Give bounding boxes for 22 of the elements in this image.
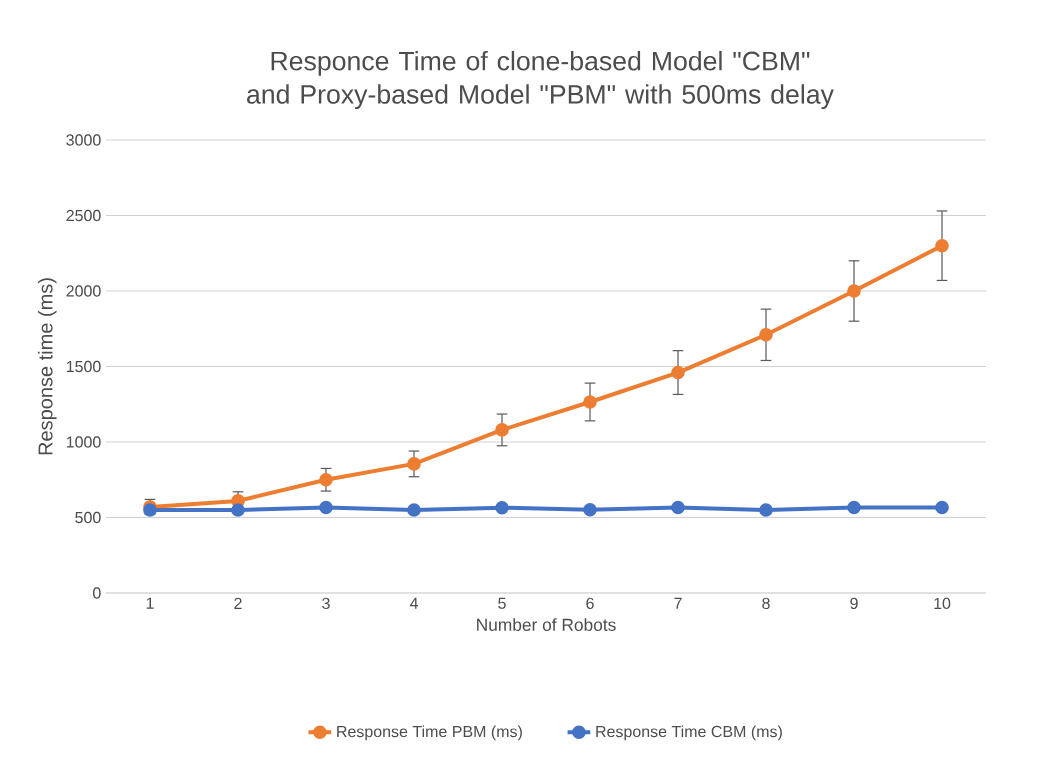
y-tick-label: 3000 — [66, 134, 101, 146]
x-tick-label: 3 — [322, 597, 330, 610]
chart-title: Responce Time of clone-based Model "CBM" and Proxy-based Model "PBM" with 500ms delay — [247, 50, 834, 110]
y-axis-title: Response time (ms) — [37, 278, 57, 455]
x-tick-label: 5 — [498, 597, 506, 609]
y-tick-label: 2000 — [66, 285, 101, 297]
y-tick-label: 2500 — [66, 209, 101, 222]
legend-label: Response Time PBM (ms) — [337, 725, 522, 741]
x-tick-label: 6 — [586, 597, 594, 610]
y-tick-label: 500 — [75, 511, 101, 524]
x-tick-label: 8 — [762, 597, 770, 610]
x-tick-label: 1 — [146, 597, 154, 609]
x-tick-label: 9 — [850, 597, 858, 610]
y-tick-label: 0 — [93, 587, 101, 599]
x-tick-label: 10 — [934, 597, 951, 610]
x-tick-label: 7 — [674, 597, 682, 609]
y-tick-label: 1500 — [66, 360, 101, 373]
x-tick-label: 2 — [234, 597, 242, 609]
x-axis-title: Number of Robots — [477, 618, 616, 631]
x-tick-label: 4 — [409, 597, 418, 609]
y-tick-label: 1000 — [66, 436, 101, 448]
legend-label: Response Time CBM (ms) — [596, 725, 782, 741]
